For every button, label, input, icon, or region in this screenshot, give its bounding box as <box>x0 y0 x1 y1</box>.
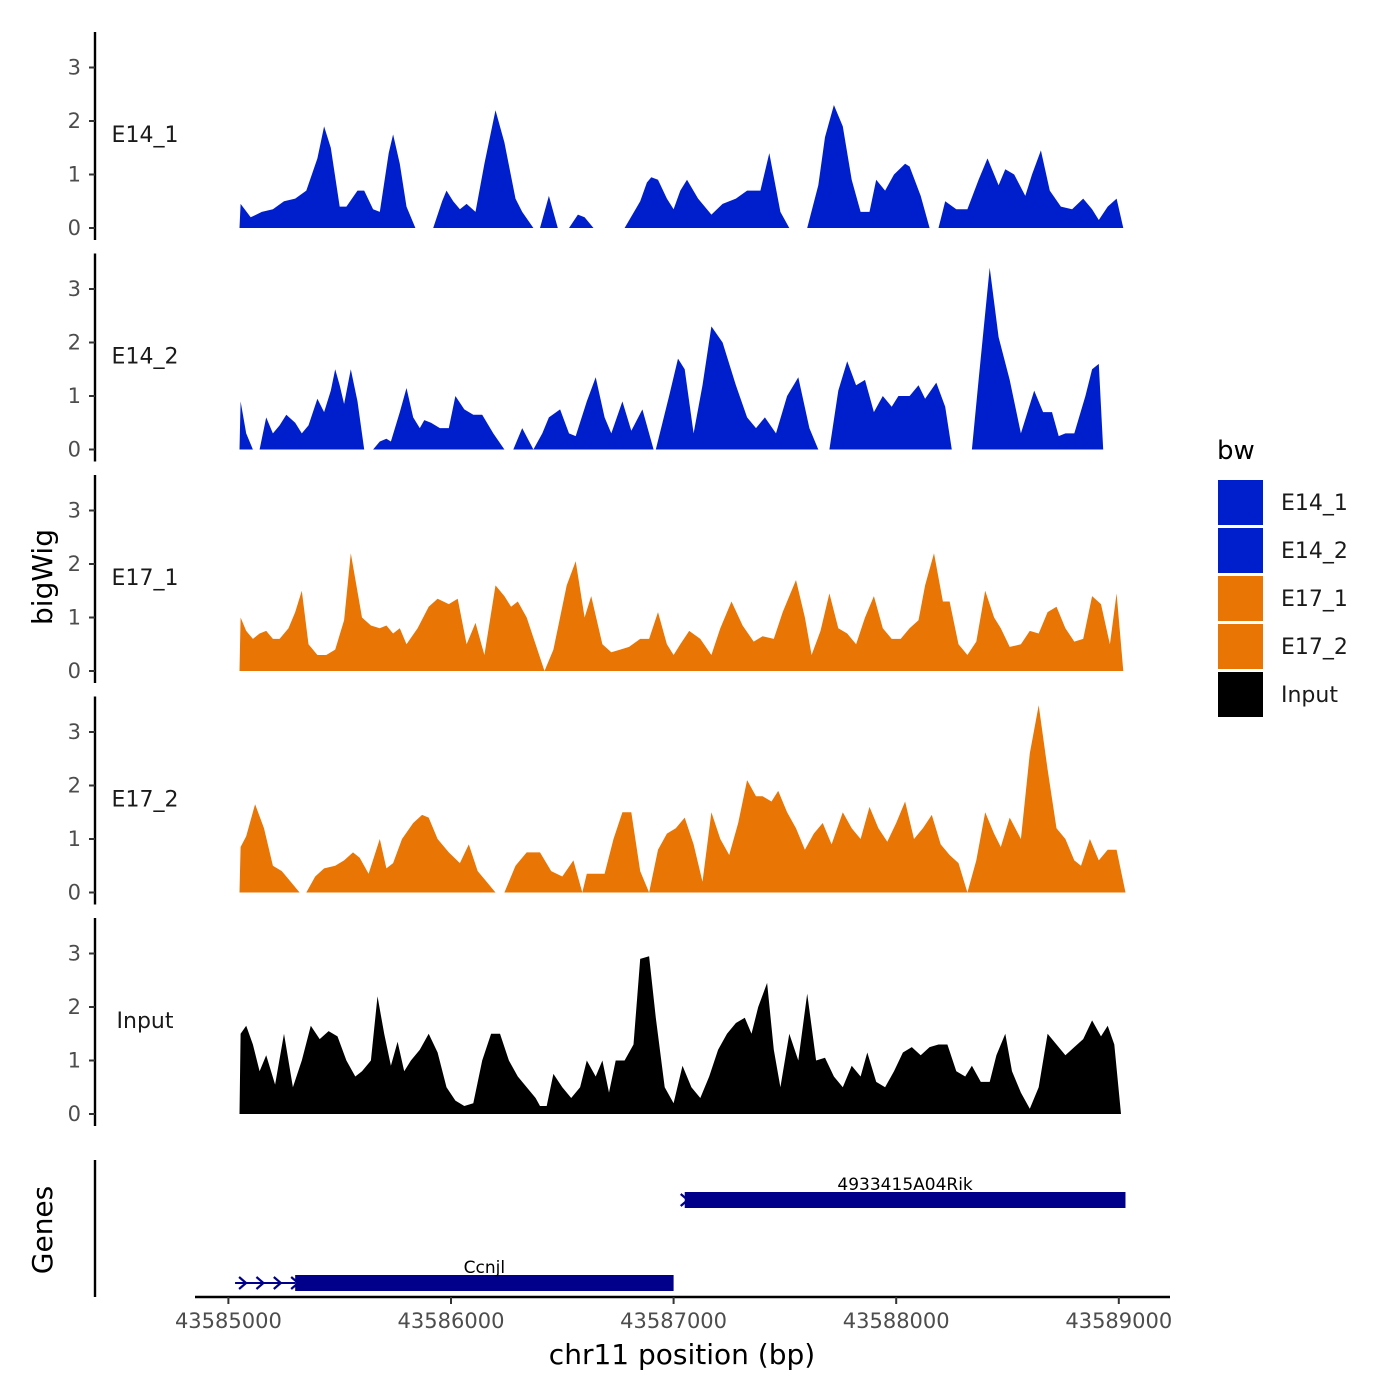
gene-exon-Ccnjl <box>295 1275 674 1291</box>
gene-label-Ccnjl: Ccnjl <box>464 1258 505 1278</box>
track-label-E14_2: E14_2 <box>112 345 179 370</box>
coverage-area-E17_1 <box>239 553 1124 671</box>
y-tick-label: 2 <box>68 774 81 798</box>
legend-swatch-E14_1 <box>1218 480 1263 525</box>
tracks: 0 1 2 3 E14_1 0 1 2 3 E14_2 0 1 2 3 E17_1 0 1 2 3 E17_2 0 1 2 3… <box>68 32 1126 1126</box>
legend-label-E14_1: E14_1 <box>1281 491 1348 516</box>
legend: bw E14_1 E14_2 E17_1 E17_2 Input <box>1217 436 1348 717</box>
x-tick-label: 43586000 <box>398 1309 505 1333</box>
track-panel-E17_1: 0 1 2 3 E17_1 <box>68 475 1124 683</box>
y-tick-label: 0 <box>68 1102 81 1126</box>
coverage-area-E17_2 <box>239 705 1126 893</box>
track-panel-E14_2: 0 1 2 3 E14_2 <box>68 253 1104 462</box>
legend-label-E14_2: E14_2 <box>1281 539 1348 564</box>
track-label-E14_1: E14_1 <box>112 123 179 148</box>
y-axis-title: bigWig <box>26 529 59 625</box>
y-tick-label: 3 <box>68 942 81 966</box>
y-tick-label: 2 <box>68 552 81 576</box>
x-tick-label: 43587000 <box>620 1309 727 1333</box>
legend-title: bw <box>1217 436 1255 466</box>
gene-label-4933415A04Rik: 4933415A04Rik <box>837 1175 973 1195</box>
track-label-E17_2: E17_2 <box>112 788 179 813</box>
gene-4933415A04Rik: 4933415A04Rik <box>680 1175 1126 1208</box>
legend-label-E17_1: E17_1 <box>1281 587 1348 612</box>
gene-exon-4933415A04Rik <box>684 1192 1126 1208</box>
y-tick-label: 1 <box>68 1049 81 1073</box>
coverage-area-Input <box>239 956 1121 1114</box>
track-panel-E14_1: 0 1 2 3 E14_1 <box>68 32 1124 240</box>
x-axis: chr11 position (bp) 43585000 43586000 4358… <box>175 1295 1172 1371</box>
coverage-area-E14_2 <box>239 267 1104 450</box>
legend-swatch-E17_1 <box>1218 576 1263 621</box>
y-tick-label: 3 <box>68 720 81 744</box>
strand-arrow-icon <box>290 1276 300 1290</box>
legend-swatch-E14_2 <box>1218 528 1263 573</box>
coverage-area-E14_1 <box>239 105 1124 228</box>
y-tick-label: 0 <box>68 438 81 462</box>
x-axis-title: chr11 position (bp) <box>549 1338 815 1371</box>
y-tick-label: 0 <box>68 659 81 683</box>
y-tick-label: 2 <box>68 109 81 133</box>
y-tick-label: 3 <box>68 277 81 301</box>
y-tick-label: 0 <box>68 881 81 905</box>
gene-track: Genes 4933415A04Rik Ccnjl <box>26 1160 1126 1297</box>
strand-arrow-icon <box>273 1276 283 1290</box>
legend-swatch-E17_2 <box>1218 624 1263 669</box>
x-tick-label: 43588000 <box>843 1309 950 1333</box>
y-tick-label: 1 <box>68 827 81 851</box>
strand-arrow-icon <box>255 1276 266 1290</box>
gene-Ccnjl: Ccnjl <box>235 1258 674 1291</box>
y-tick-label: 2 <box>68 995 81 1019</box>
y-tick-label: 1 <box>68 163 81 187</box>
y-tick-label: 0 <box>68 216 81 240</box>
strand-arrow-icon <box>238 1276 248 1290</box>
track-panel-E17_2: 0 1 2 3 E17_2 <box>68 696 1126 905</box>
y-tick-label: 1 <box>68 384 81 408</box>
x-tick-label: 43589000 <box>1065 1309 1172 1333</box>
track-label-E17_1: E17_1 <box>112 566 179 591</box>
legend-swatch-Input <box>1218 672 1263 717</box>
x-tick-label: 43585000 <box>175 1309 282 1333</box>
legend-label-Input: Input <box>1281 683 1338 708</box>
y-tick-label: 2 <box>68 331 81 355</box>
legend-label-E17_2: E17_2 <box>1281 635 1348 660</box>
strand-arrow-icon <box>680 1193 690 1207</box>
y-tick-label: 1 <box>68 606 81 630</box>
genes-axis-title: Genes <box>26 1186 59 1274</box>
y-tick-label: 3 <box>68 499 81 523</box>
track-label-Input: Input <box>117 1009 174 1034</box>
y-tick-label: 3 <box>68 56 81 80</box>
track-panel-Input: 0 1 2 3 Input <box>68 918 1121 1126</box>
